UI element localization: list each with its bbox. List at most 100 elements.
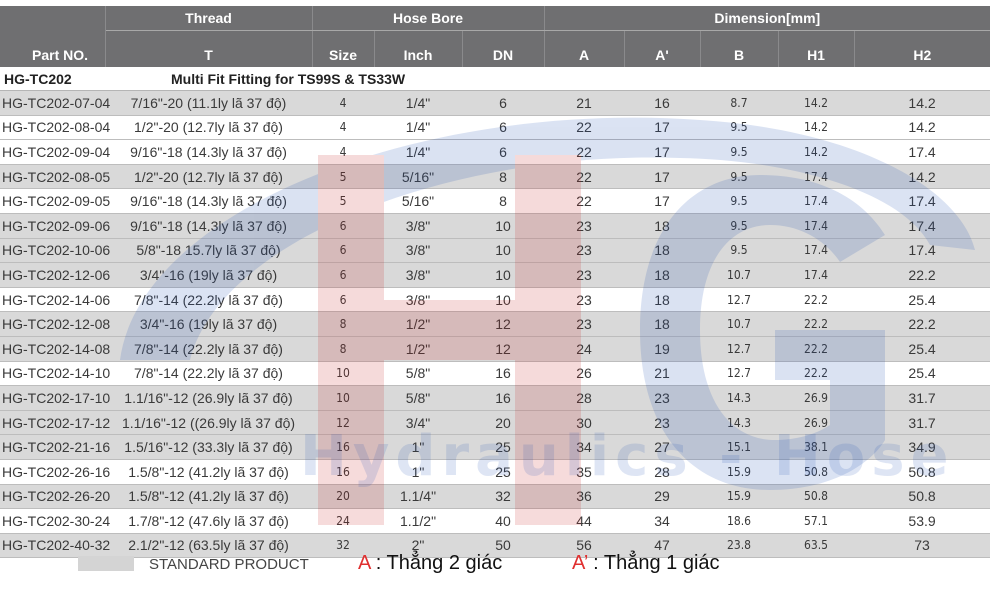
cell-a: 34 bbox=[544, 434, 625, 460]
table-row: HG-TC202-08-05 1/2"-20 (12.7ly lã 37 độ) 5… bbox=[0, 164, 991, 190]
cell-a-prime: 19 bbox=[624, 336, 701, 362]
cell-a: 44 bbox=[544, 508, 625, 534]
cell-dn: 6 bbox=[462, 115, 545, 141]
cell-b: 10.7 bbox=[700, 262, 779, 288]
cell-a-prime: 18 bbox=[624, 238, 701, 264]
cell-size: 8 bbox=[312, 311, 374, 337]
cell-size: 6 bbox=[312, 262, 374, 288]
cell-part-no: HG-TC202-21-16 bbox=[0, 434, 110, 460]
cell-a-prime: 17 bbox=[624, 164, 701, 190]
cell-part-no: HG-TC202-30-24 bbox=[0, 508, 110, 534]
cell-a: 22 bbox=[544, 115, 625, 141]
header-a: A bbox=[544, 30, 625, 67]
cell-thread: 9/16"-18 (14.3ly lã 37 độ) bbox=[105, 139, 312, 165]
cell-size: 16 bbox=[312, 459, 374, 485]
cell-a: 23 bbox=[544, 213, 625, 239]
cell-a: 36 bbox=[544, 484, 625, 510]
table-row: HG-TC202-09-05 9/16"-18 (14.3ly lã 37 độ)… bbox=[0, 188, 991, 214]
cell-size: 12 bbox=[312, 410, 374, 436]
legend-a: A : Thẳng 2 giác bbox=[358, 552, 502, 575]
cell-a-prime: 27 bbox=[624, 434, 701, 460]
cell-b: 9.5 bbox=[700, 139, 779, 165]
header-part-no: Part NO. bbox=[0, 6, 106, 67]
cell-part-no: HG-TC202-07-04 bbox=[0, 90, 110, 116]
cell-a-prime: 23 bbox=[624, 410, 701, 436]
cell-a: 22 bbox=[544, 188, 625, 214]
cell-dn: 10 bbox=[462, 213, 545, 239]
cell-h2: 17.4 bbox=[854, 213, 991, 239]
cell-part-no: HG-TC202-26-20 bbox=[0, 484, 110, 510]
cell-h1: 17.4 bbox=[778, 213, 855, 239]
cell-a-prime: 28 bbox=[624, 459, 701, 485]
cell-part-no: HG-TC202-08-04 bbox=[0, 115, 110, 141]
header-b: B bbox=[700, 30, 779, 67]
cell-size: 4 bbox=[312, 139, 374, 165]
cell-size: 6 bbox=[312, 287, 374, 313]
cell-part-no: HG-TC202-26-16 bbox=[0, 459, 110, 485]
cell-h2: 34.9 bbox=[854, 434, 991, 460]
cell-b: 14.3 bbox=[700, 410, 779, 436]
cell-h2: 50.8 bbox=[854, 459, 991, 485]
cell-h1: 17.4 bbox=[778, 164, 855, 190]
cell-dn: 20 bbox=[462, 410, 545, 436]
cell-a-prime: 21 bbox=[624, 361, 701, 387]
cell-a: 26 bbox=[544, 361, 625, 387]
cell-thread: 3/4"-16 (19ly lã 37 độ) bbox=[105, 311, 312, 337]
cell-part-no: HG-TC202-12-06 bbox=[0, 262, 110, 288]
cell-part-no: HG-TC202-09-05 bbox=[0, 188, 110, 214]
cell-thread: 1/2"-20 (12.7ly lã 37 độ) bbox=[105, 115, 312, 141]
series-description-text: Multi Fit Fitting for TS99S & TS33W bbox=[171, 70, 406, 87]
cell-h1: 63.5 bbox=[778, 533, 855, 559]
cell-size: 16 bbox=[312, 434, 374, 460]
cell-thread: 3/4"-16 (19ly lã 37 độ) bbox=[105, 262, 312, 288]
cell-b: 12.7 bbox=[700, 361, 779, 387]
cell-h2: 14.2 bbox=[854, 90, 991, 116]
cell-dn: 50 bbox=[462, 533, 545, 559]
cell-dn: 16 bbox=[462, 385, 545, 411]
cell-dn: 12 bbox=[462, 336, 545, 362]
cell-inch: 3/8" bbox=[374, 213, 462, 239]
cell-a-prime: 16 bbox=[624, 90, 701, 116]
cell-size: 5 bbox=[312, 188, 374, 214]
cell-inch: 1/4" bbox=[374, 115, 462, 141]
cell-inch: 1/4" bbox=[374, 139, 462, 165]
cell-b: 23.8 bbox=[700, 533, 779, 559]
cell-thread: 7/8"-14 (22.2ly lã 37 độ) bbox=[105, 287, 312, 313]
cell-size: 10 bbox=[312, 385, 374, 411]
header-hose-bore: Hose Bore bbox=[312, 6, 545, 31]
cell-a: 35 bbox=[544, 459, 625, 485]
cell-a-prime: 23 bbox=[624, 385, 701, 411]
cell-a: 21 bbox=[544, 90, 625, 116]
legend-a-text: : Thẳng 2 giác bbox=[370, 552, 503, 574]
cell-thread: 1/2"-20 (12.7ly lã 37 độ) bbox=[105, 164, 312, 190]
cell-part-no: HG-TC202-09-06 bbox=[0, 213, 110, 239]
cell-part-no: HG-TC202-14-10 bbox=[0, 361, 110, 387]
cell-thread: 7/8"-14 (22.2ly lã 37 độ) bbox=[105, 361, 312, 387]
cell-part-no: HG-TC202-14-08 bbox=[0, 336, 110, 362]
cell-a-prime: 18 bbox=[624, 213, 701, 239]
cell-h1: 17.4 bbox=[778, 238, 855, 264]
cell-inch: 5/8" bbox=[374, 361, 462, 387]
cell-dn: 6 bbox=[462, 90, 545, 116]
cell-b: 15.1 bbox=[700, 434, 779, 460]
cell-dn: 40 bbox=[462, 508, 545, 534]
cell-inch: 1/2" bbox=[374, 336, 462, 362]
table-row: HG-TC202-10-06 5/8"-18 15.7ly lã 37 độ) 6 3… bbox=[0, 238, 991, 264]
cell-a: 23 bbox=[544, 238, 625, 264]
cell-inch: 5/8" bbox=[374, 385, 462, 411]
cell-b: 12.7 bbox=[700, 336, 779, 362]
cell-a: 24 bbox=[544, 336, 625, 362]
cell-h2: 31.7 bbox=[854, 410, 991, 436]
legend-a-prime: A’ : Thẳng 1 giác bbox=[572, 552, 720, 575]
cell-a-prime: 34 bbox=[624, 508, 701, 534]
cell-h1: 26.9 bbox=[778, 385, 855, 411]
cell-inch: 1/2" bbox=[374, 311, 462, 337]
table-row: HG-TC202-14-06 7/8"-14 (22.2ly lã 37 độ) 6… bbox=[0, 287, 991, 313]
cell-size: 8 bbox=[312, 336, 374, 362]
cell-a-prime: 17 bbox=[624, 139, 701, 165]
cell-size: 24 bbox=[312, 508, 374, 534]
cell-b: 9.5 bbox=[700, 164, 779, 190]
table-row: HG-TC202-40-32 2.1/2"-12 (63.5ly lã 37 độ… bbox=[0, 533, 991, 559]
cell-h2: 25.4 bbox=[854, 361, 991, 387]
table-row: HG-TC202-09-04 9/16"-18 (14.3ly lã 37 độ)… bbox=[0, 139, 991, 165]
